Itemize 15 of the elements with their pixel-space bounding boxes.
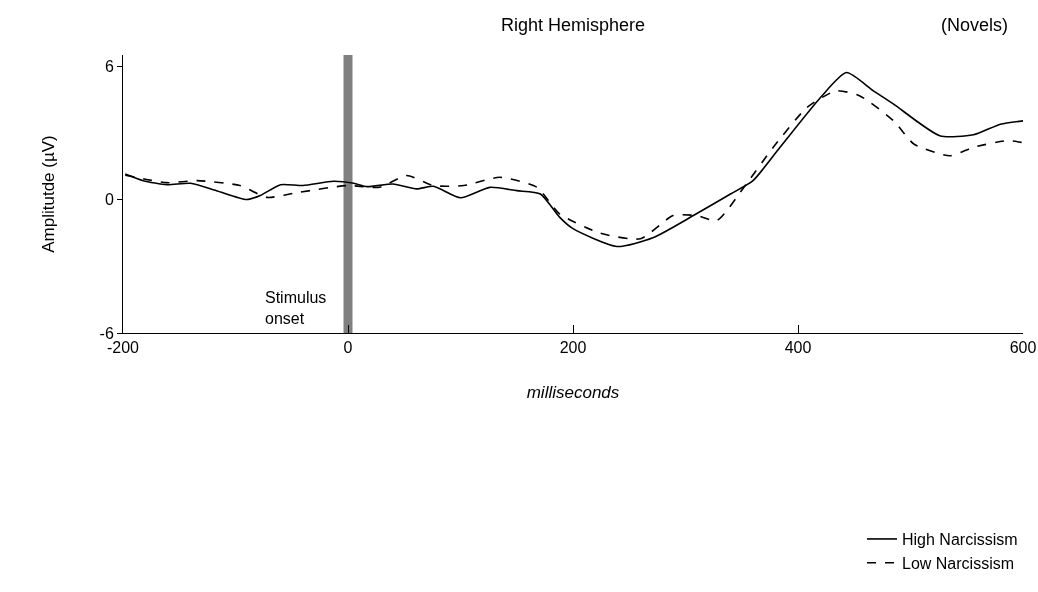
y-axis-title: Amplitutde (µV) — [39, 135, 59, 253]
x-tick-label: 400 — [784, 339, 812, 357]
chart-title: Right Hemisphere — [501, 15, 646, 35]
chart-subtitle: (Novels) — [941, 15, 1009, 35]
y-tick-label: -6 — [99, 324, 114, 342]
x-tick-label: -200 — [106, 339, 140, 357]
x-tick-label: 200 — [559, 339, 587, 357]
y-tick-label: 0 — [104, 191, 114, 209]
legend-label: High Narcissism — [902, 531, 1018, 549]
x-tick-label: 0 — [343, 339, 353, 357]
legend-label: Low Narcissism — [902, 554, 1015, 572]
x-tick-label: 600 — [1009, 339, 1037, 357]
y-tick-label: 6 — [104, 57, 114, 75]
x-axis-title: milliseconds — [526, 382, 620, 402]
band-label: Stimulus onset — [265, 289, 327, 327]
